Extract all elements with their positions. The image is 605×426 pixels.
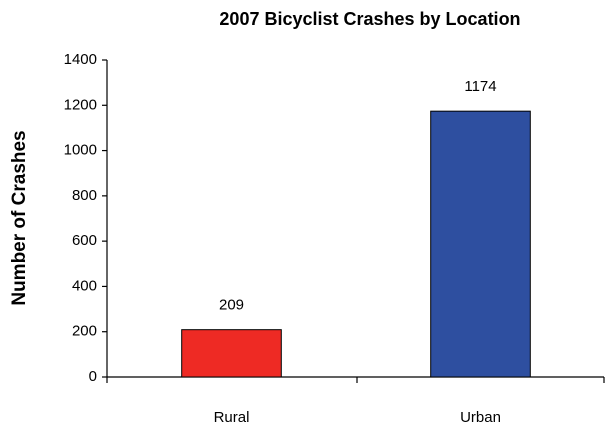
x-tick-label: Urban — [460, 409, 501, 426]
y-tick-label: 800 — [72, 187, 97, 204]
chart-title: 2007 Bicyclist Crashes by Location — [219, 9, 520, 29]
y-axis-label: Number of Crashes — [9, 130, 30, 305]
x-tick-label: Rural — [214, 409, 250, 426]
bar — [181, 329, 282, 378]
data-label: 1174 — [464, 78, 496, 95]
y-tick-label: 200 — [72, 323, 97, 340]
y-tick-label: 1200 — [64, 96, 97, 113]
y-tick-label: 1400 — [64, 51, 97, 68]
data-label: 209 — [219, 297, 244, 314]
y-tick-label: 0 — [89, 368, 97, 385]
bar — [430, 110, 531, 378]
y-tick-label: 400 — [72, 277, 97, 294]
y-tick-label: 1000 — [64, 142, 97, 159]
y-tick-label: 600 — [72, 232, 97, 249]
